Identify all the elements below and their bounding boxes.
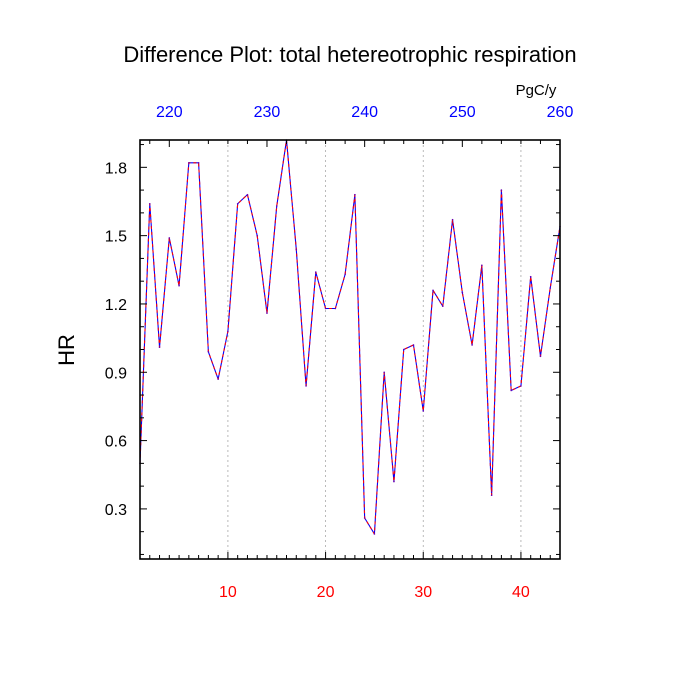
y-axis-tick-label: 1.8 bbox=[105, 160, 127, 177]
data-point bbox=[354, 193, 356, 196]
series-layer bbox=[139, 139, 561, 535]
data-point bbox=[178, 284, 180, 287]
data-point bbox=[217, 378, 219, 380]
data-point bbox=[246, 193, 249, 196]
data-point bbox=[344, 273, 346, 276]
data-point bbox=[383, 371, 385, 374]
bottom-axis-tick-label: 20 bbox=[317, 584, 335, 601]
data-point bbox=[158, 346, 161, 349]
data-point bbox=[539, 355, 542, 358]
data-point bbox=[295, 248, 298, 251]
data-point bbox=[197, 161, 200, 164]
chart-title: Difference Plot: total hetereotrophic re… bbox=[123, 42, 576, 67]
data-point bbox=[529, 275, 532, 278]
data-point bbox=[266, 312, 268, 314]
data-point bbox=[363, 517, 366, 519]
top-axis-tick-label: 230 bbox=[254, 104, 281, 121]
data-point bbox=[451, 218, 454, 221]
data-point bbox=[324, 307, 327, 310]
data-point bbox=[393, 480, 395, 483]
data-point bbox=[471, 344, 473, 346]
data-point bbox=[188, 161, 190, 164]
top-axis-tick-label: 240 bbox=[351, 104, 378, 121]
data-point bbox=[490, 494, 493, 497]
axes: 10 20 30 40 220 230 240 250 260 0.3 0.6 0.9 1.2 1.5 1.… bbox=[105, 104, 574, 601]
data-point bbox=[412, 344, 415, 346]
data-point bbox=[500, 189, 503, 191]
y-axis-tick-label: 1.5 bbox=[105, 229, 127, 246]
y-axis-tick-label: 1.2 bbox=[105, 297, 127, 314]
bottom-axis-tick-label: 40 bbox=[512, 584, 530, 601]
top-axis-tick-label: 250 bbox=[449, 104, 476, 121]
data-point bbox=[402, 348, 405, 351]
data-point bbox=[373, 533, 376, 535]
bottom-axis-tick-label: 10 bbox=[219, 584, 237, 601]
plot-frame bbox=[139, 139, 561, 560]
data-point bbox=[227, 330, 229, 333]
data-point bbox=[275, 205, 278, 207]
data-point bbox=[520, 385, 522, 387]
data-point bbox=[236, 202, 239, 205]
data-point bbox=[256, 234, 259, 237]
data-point bbox=[461, 291, 464, 294]
data-point bbox=[441, 305, 444, 308]
data-point bbox=[305, 385, 307, 387]
data-point bbox=[334, 307, 337, 310]
y-axis-tick-label: 0.6 bbox=[105, 434, 127, 451]
y-axis-tick-label: 0.9 bbox=[105, 365, 127, 382]
top-axis-tick-label: 220 bbox=[156, 104, 183, 121]
data-point bbox=[168, 237, 171, 239]
data-point bbox=[422, 410, 425, 412]
gridlines bbox=[227, 140, 522, 559]
data-point bbox=[432, 289, 434, 292]
data-point bbox=[549, 287, 552, 289]
data-point bbox=[315, 271, 317, 273]
data-point bbox=[207, 350, 210, 353]
data-point bbox=[148, 202, 151, 205]
top-axis-tick-label: 260 bbox=[547, 104, 574, 121]
data-point bbox=[510, 389, 512, 392]
series-line bbox=[139, 139, 561, 535]
top-axis-units: PgC/y bbox=[516, 82, 557, 99]
y-axis-tick-label: 0.3 bbox=[105, 502, 127, 519]
bottom-axis-tick-label: 30 bbox=[414, 584, 432, 601]
y-axis-label: HR bbox=[54, 334, 79, 366]
data-point bbox=[481, 264, 483, 267]
series-line-dashes bbox=[139, 139, 561, 535]
